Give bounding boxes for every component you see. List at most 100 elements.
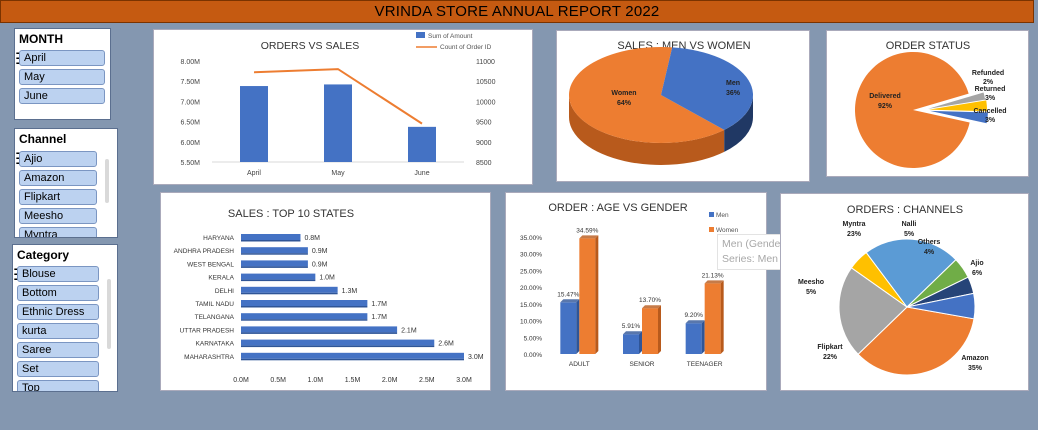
- data-label-returned: Returned: [975, 86, 1006, 93]
- legend-label-amount: Sum of Amount: [428, 33, 473, 40]
- slicer-item-amazon[interactable]: Amazon: [19, 170, 97, 186]
- y-tick-label: 7.00M: [181, 99, 201, 106]
- x-tick-label: April: [247, 170, 261, 177]
- data-label-cancelled: Cancelled: [973, 108, 1006, 115]
- bar-state: [241, 234, 301, 240]
- channel-slicer[interactable]: Channel ☰ ⨯ Ajio Amazon Flipkart Meesho …: [14, 128, 118, 238]
- slicer-item-myntra[interactable]: Myntra: [19, 227, 97, 237]
- data-value-meesho: 5%: [806, 289, 817, 296]
- chart-title: SALES : TOP 10 STATES: [228, 208, 354, 220]
- slicer-scrollbar[interactable]: [105, 159, 109, 203]
- x-tick-label: 2.5M: [419, 377, 435, 384]
- bar-top-men: [623, 331, 642, 335]
- data-value-myntra: 23%: [847, 231, 862, 238]
- pie-slice-women: [569, 47, 725, 143]
- data-label-women: 34.59%: [576, 227, 598, 234]
- data-label-men: Men: [726, 80, 740, 87]
- y-tick-label: 5.50M: [181, 160, 201, 167]
- age-vs-gender-chart: ORDER : AGE VS GENDER Men Women 0.00% 5.00% 1…: [520, 202, 739, 368]
- chart-title: ORDERS : CHANNELS: [847, 204, 963, 216]
- bar-state: [241, 260, 308, 267]
- slicer-item-meesho[interactable]: Meesho: [19, 208, 97, 224]
- slicer-item-flipkart[interactable]: Flipkart: [19, 189, 97, 205]
- y2-tick-label: 8500: [476, 160, 492, 167]
- slicer-item-kurta[interactable]: kurta: [17, 323, 99, 339]
- tooltip-line-1: Men (Gender): [722, 238, 788, 250]
- slicer-item-may[interactable]: May: [19, 69, 105, 85]
- x-tick-label: June: [414, 170, 429, 177]
- bar-side-women: [595, 235, 599, 354]
- pie-slice-delivered: [855, 52, 970, 169]
- slicer-scrollbar[interactable]: [107, 279, 111, 349]
- data-label-men: 15.47%: [557, 291, 579, 298]
- data-value-refunded: 2%: [983, 79, 994, 86]
- data-label-women: 13.70%: [639, 297, 661, 304]
- month-slicer-title: MONTH: [19, 32, 63, 46]
- x-tick-label: 1.5M: [345, 377, 361, 384]
- slicer-item-bottom[interactable]: Bottom: [17, 285, 99, 301]
- bar-state: [241, 352, 464, 359]
- bar-sum-of-amount: [324, 84, 352, 162]
- bar-top-men: [560, 299, 580, 303]
- bar-state-shadow: [241, 306, 368, 308]
- x-tick-label: ADULT: [569, 361, 590, 368]
- y-tick-label: 8.00M: [181, 59, 201, 66]
- y-tick-label: 7.50M: [181, 79, 201, 86]
- slicer-item-june[interactable]: June: [19, 88, 105, 104]
- sales-men-women-card: SALES : MEN VS WOMEN Women 64% Men 36%: [556, 30, 810, 182]
- slicer-item-saree[interactable]: Saree: [17, 342, 99, 358]
- data-label: 1.7M: [371, 301, 387, 308]
- pie-slice-returned: [928, 100, 987, 112]
- data-label: 2.6M: [438, 341, 454, 348]
- data-value-flipkart: 22%: [823, 354, 838, 361]
- top-states-chart: SALES : TOP 10 STATES HARYANA 0.8M ANDHRA P…: [174, 208, 484, 384]
- x-tick-label: SENIOR: [630, 361, 655, 368]
- bar-top-women: [704, 280, 724, 284]
- y-tick-label: UTTAR PRADESH: [180, 327, 235, 334]
- category-slicer-title: Category: [17, 248, 70, 262]
- bar-state-shadow: [241, 266, 308, 268]
- slicer-item-set[interactable]: Set: [17, 361, 99, 377]
- pie-slice-refunded: [927, 92, 986, 109]
- order-status-chart: ORDER STATUS Delivered 92% Refunded 2%Return…: [855, 40, 1007, 169]
- data-value-delivered: 92%: [878, 103, 893, 110]
- x-tick-label: May: [331, 170, 345, 177]
- y-tick-label: 10.00%: [520, 319, 542, 326]
- y2-tick-label: 9000: [476, 140, 492, 147]
- bar-side-women: [720, 280, 724, 354]
- slicer-item-blouse[interactable]: Blouse: [17, 266, 99, 282]
- data-value-amazon: 35%: [968, 365, 983, 372]
- data-value-women: 64%: [617, 100, 632, 107]
- bar-sum-of-amount: [240, 86, 268, 162]
- bar-side-men: [639, 331, 642, 354]
- slicer-item-top[interactable]: Top: [17, 380, 99, 391]
- y-tick-label: 15.00%: [520, 302, 542, 309]
- y2-tick-label: 9500: [476, 120, 492, 127]
- bar-top-women: [642, 305, 661, 309]
- slicer-item-april[interactable]: April: [19, 50, 105, 66]
- data-label-flipkart: Flipkart: [817, 344, 843, 351]
- y-tick-label: MAHARASHTRA: [184, 354, 235, 361]
- data-label-others: Others: [918, 239, 941, 246]
- slicer-item-ajio[interactable]: Ajio: [19, 151, 97, 167]
- bar-state: [241, 273, 316, 280]
- category-slicer[interactable]: Category ☰ ⨯ Blouse Bottom Ethnic Dress …: [12, 244, 118, 392]
- y-tick-label: 5.00%: [524, 335, 543, 342]
- data-label: 0.8M: [304, 235, 320, 242]
- bar-state-shadow: [241, 253, 308, 255]
- y-tick-label: 35.00%: [520, 235, 542, 242]
- pie-slice-myntra: [865, 238, 957, 308]
- channel-slicer-title: Channel: [19, 132, 67, 146]
- bar-top-women: [579, 235, 599, 239]
- bar-state-shadow: [241, 358, 464, 361]
- month-slicer[interactable]: MONTH ☰ ⨯ April May June: [14, 28, 111, 120]
- y-tick-label: 20.00%: [520, 285, 542, 292]
- x-tick-label: TEENAGER: [687, 361, 723, 368]
- bar-side-men: [701, 320, 705, 354]
- slicer-item-ethnic-dress[interactable]: Ethnic Dress: [17, 304, 99, 320]
- data-value-men: 36%: [726, 90, 741, 97]
- legend-label-women: Women: [716, 227, 739, 234]
- bar-women: [704, 283, 721, 354]
- top-states-card: SALES : TOP 10 STATES HARYANA 0.8M ANDHRA P…: [160, 192, 491, 391]
